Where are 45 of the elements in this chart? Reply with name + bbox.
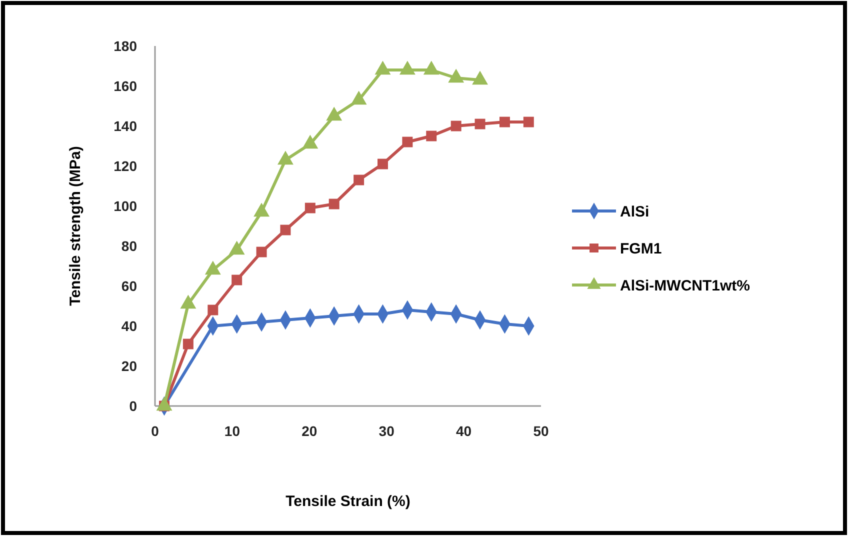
y-tick-label: 40 <box>121 318 138 334</box>
y-tick-label: 80 <box>121 238 138 254</box>
x-axis-title: Tensile Strain (%) <box>286 493 410 510</box>
y-tick-label: 60 <box>121 278 138 294</box>
point <box>374 60 391 75</box>
point <box>232 274 242 286</box>
x-tick-label: 20 <box>302 423 318 439</box>
point <box>354 174 364 186</box>
point <box>182 338 194 350</box>
point <box>426 130 437 142</box>
point <box>328 198 340 210</box>
y-tick-label: 0 <box>129 398 138 414</box>
point <box>280 224 291 236</box>
y-tick-label: 140 <box>114 118 138 134</box>
x-tick-label: 0 <box>151 423 160 439</box>
point <box>423 60 440 75</box>
legend-label: FGM1 <box>620 240 662 258</box>
point <box>302 134 318 149</box>
point <box>326 106 342 121</box>
point <box>472 70 488 85</box>
point <box>402 136 413 148</box>
legend-label: AlSi-MWCNT1wt% <box>620 277 750 294</box>
x-tick-label: 50 <box>533 423 549 439</box>
point <box>304 202 316 214</box>
y-axis-title: Tensile strength (MPa) <box>67 146 84 306</box>
y-tick-label: 20 <box>121 358 138 374</box>
point <box>256 246 267 258</box>
x-tick-label: 30 <box>378 423 395 439</box>
x-tick-label: 10 <box>224 423 240 439</box>
point <box>499 116 510 128</box>
legend-label: AlSi <box>620 203 650 220</box>
point <box>377 158 388 170</box>
y-tick-label: 120 <box>114 158 138 174</box>
y-tick-label: 100 <box>114 198 138 214</box>
point <box>450 120 462 132</box>
y-tick-label: 160 <box>114 78 138 94</box>
point <box>278 150 294 165</box>
point <box>208 304 218 316</box>
point <box>399 60 416 75</box>
y-tick-label: 180 <box>114 38 138 54</box>
point <box>448 68 464 83</box>
point <box>523 116 534 128</box>
point <box>350 90 367 105</box>
point <box>474 118 486 130</box>
x-tick-label: 40 <box>456 423 472 439</box>
